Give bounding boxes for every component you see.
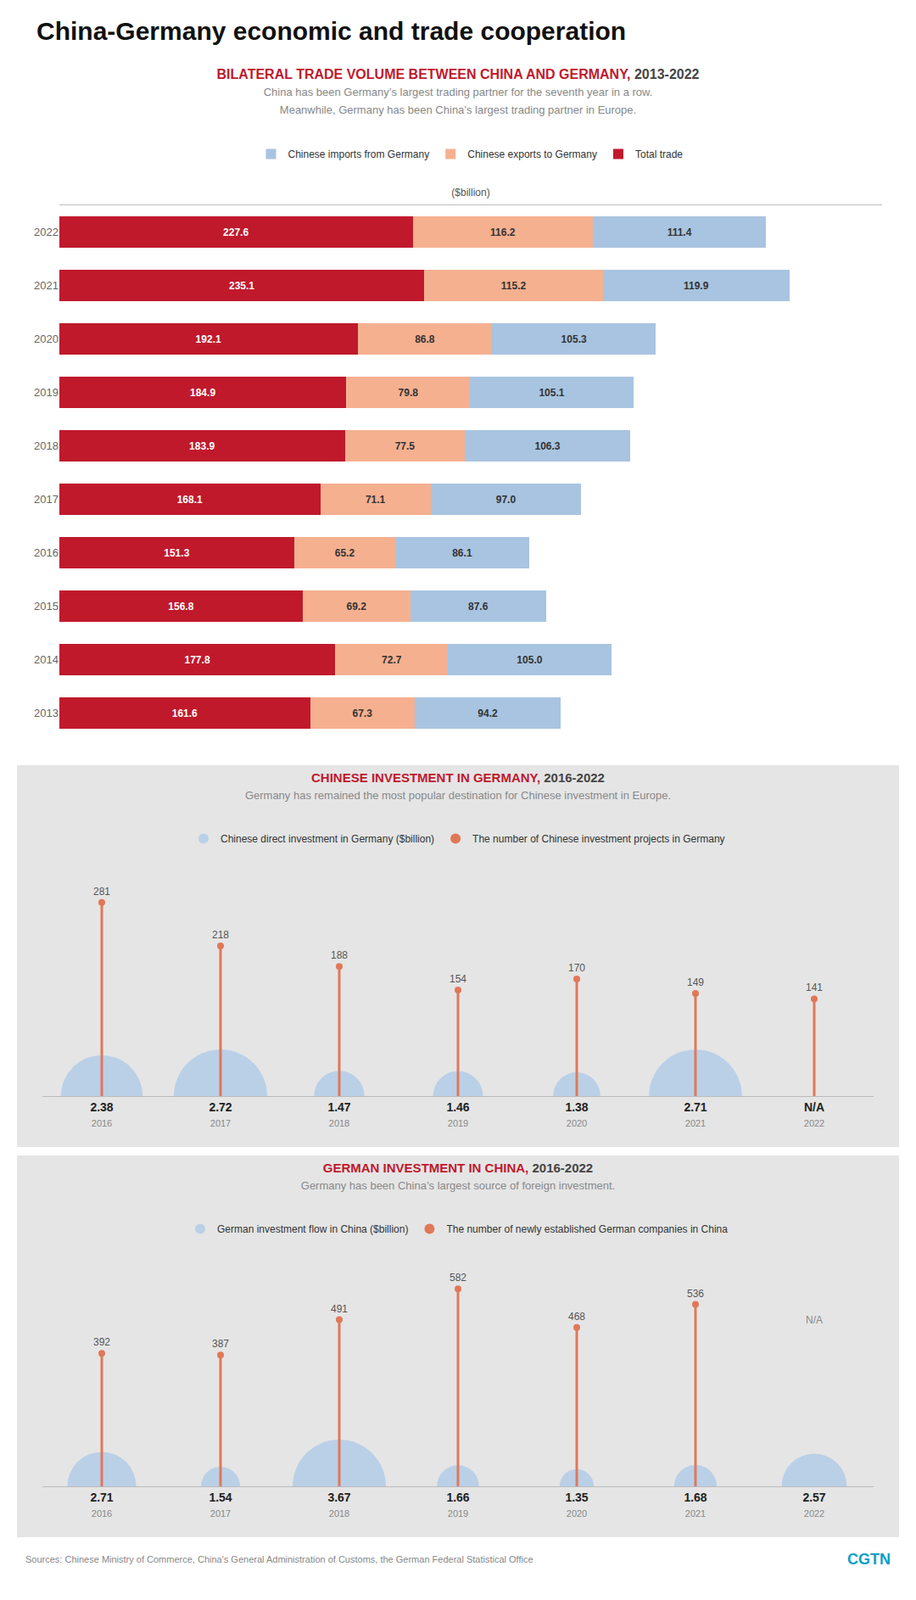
- svg-text:N/A: N/A: [805, 1313, 823, 1326]
- svg-text:GERMAN INVESTMENT IN CHINA, 20: GERMAN INVESTMENT IN CHINA, 2016-2022Ger…: [301, 1160, 615, 1192]
- svg-text:184.9: 184.9: [189, 386, 216, 399]
- svg-text:149: 149: [687, 976, 704, 989]
- svg-text:2.722017: 2.722017: [208, 1100, 232, 1129]
- svg-text:192.1: 192.1: [195, 333, 222, 346]
- svg-text:($billion): ($billion): [451, 186, 490, 199]
- svg-text:119.9: 119.9: [683, 279, 710, 292]
- svg-text:1.462019: 1.462019: [446, 1100, 470, 1129]
- svg-text:1.472018: 1.472018: [327, 1100, 351, 1129]
- svg-text:69.2: 69.2: [346, 600, 367, 613]
- svg-text:105.1: 105.1: [538, 386, 565, 399]
- svg-text:111.4: 111.4: [667, 226, 693, 239]
- svg-text:2021: 2021: [33, 279, 59, 292]
- svg-text:156.8: 156.8: [167, 600, 194, 613]
- svg-text:Total trade: Total trade: [635, 148, 683, 161]
- svg-text:177.8: 177.8: [184, 653, 211, 666]
- svg-text:Chinese imports from Germany: Chinese imports from Germany: [288, 148, 431, 161]
- svg-text:188: 188: [330, 949, 348, 961]
- svg-text:141: 141: [805, 981, 823, 994]
- svg-text:161.6: 161.6: [172, 707, 198, 720]
- svg-text:235.1: 235.1: [229, 279, 255, 292]
- svg-text:1.682021: 1.682021: [683, 1490, 707, 1519]
- svg-text:2016: 2016: [33, 546, 59, 559]
- svg-text:115.2: 115.2: [501, 279, 527, 292]
- svg-text:German investment flow in Chin: German investment flow in China ($billio…: [217, 1223, 408, 1235]
- svg-text:491: 491: [330, 1302, 348, 1315]
- svg-text:1.352020: 1.352020: [564, 1490, 588, 1519]
- svg-text:The number of newly establishe: The number of newly established German c…: [446, 1223, 728, 1235]
- svg-text:170: 170: [568, 961, 586, 974]
- svg-text:2017: 2017: [33, 492, 59, 506]
- svg-text:The number of Chinese investme: The number of Chinese investment project…: [472, 832, 725, 845]
- svg-text:218: 218: [212, 928, 229, 941]
- svg-text:227.6: 227.6: [223, 226, 249, 239]
- svg-text:154: 154: [449, 972, 467, 985]
- svg-text:2013: 2013: [33, 706, 59, 720]
- svg-text:72.7: 72.7: [381, 653, 403, 666]
- svg-text:116.2: 116.2: [490, 226, 516, 239]
- svg-text:106.3: 106.3: [535, 440, 561, 453]
- svg-text:86.8: 86.8: [414, 333, 436, 346]
- svg-text:468: 468: [568, 1310, 586, 1323]
- svg-text:2019: 2019: [33, 385, 59, 399]
- svg-text:79.8: 79.8: [398, 386, 419, 399]
- svg-text:2014: 2014: [33, 653, 59, 666]
- svg-text:Chinese direct investment in G: Chinese direct investment in Germany ($b…: [220, 832, 435, 845]
- svg-text:2022: 2022: [33, 225, 59, 239]
- svg-text:2.712016: 2.712016: [89, 1490, 113, 1519]
- svg-text:2020: 2020: [33, 332, 59, 346]
- svg-text:392: 392: [93, 1335, 111, 1348]
- svg-text:BILATERAL TRADE VOLUME BETWEEN: BILATERAL TRADE VOLUME BETWEEN CHINA AND…: [217, 67, 700, 118]
- svg-text:77.5: 77.5: [395, 440, 416, 453]
- svg-text:94.2: 94.2: [477, 707, 498, 720]
- svg-text:3.672018: 3.672018: [327, 1490, 351, 1519]
- svg-text:97.0: 97.0: [496, 493, 517, 506]
- svg-text:105.3: 105.3: [561, 333, 587, 346]
- svg-text:151.3: 151.3: [163, 547, 190, 559]
- svg-text:87.6: 87.6: [468, 600, 489, 613]
- svg-text:2.712021: 2.712021: [683, 1100, 707, 1129]
- svg-text:1.542017: 1.542017: [208, 1490, 232, 1519]
- svg-text:2.572022: 2.572022: [802, 1490, 826, 1519]
- svg-text:N/A2022: N/A2022: [804, 1100, 825, 1129]
- svg-text:168.1: 168.1: [177, 493, 203, 506]
- svg-text:582: 582: [449, 1271, 467, 1284]
- svg-text:536: 536: [687, 1287, 704, 1300]
- svg-text:281: 281: [93, 885, 111, 898]
- svg-text:387: 387: [212, 1337, 229, 1350]
- svg-text:CHINESE INVESTMENT IN GERMANY,: CHINESE INVESTMENT IN GERMANY, 2016-2022…: [245, 770, 671, 802]
- svg-text:2018: 2018: [33, 439, 59, 453]
- svg-text:65.2: 65.2: [335, 547, 356, 559]
- svg-text:Chinese exports to Germany: Chinese exports to Germany: [467, 148, 598, 161]
- svg-text:105.0: 105.0: [516, 653, 542, 666]
- svg-text:1.662019: 1.662019: [446, 1490, 470, 1519]
- svg-text:2015: 2015: [33, 599, 59, 613]
- svg-text:183.9: 183.9: [189, 440, 215, 453]
- svg-text:67.3: 67.3: [352, 707, 374, 720]
- svg-text:86.1: 86.1: [452, 547, 473, 559]
- svg-text:2.382016: 2.382016: [89, 1100, 113, 1129]
- svg-text:1.382020: 1.382020: [564, 1100, 588, 1129]
- svg-text:71.1: 71.1: [365, 493, 386, 506]
